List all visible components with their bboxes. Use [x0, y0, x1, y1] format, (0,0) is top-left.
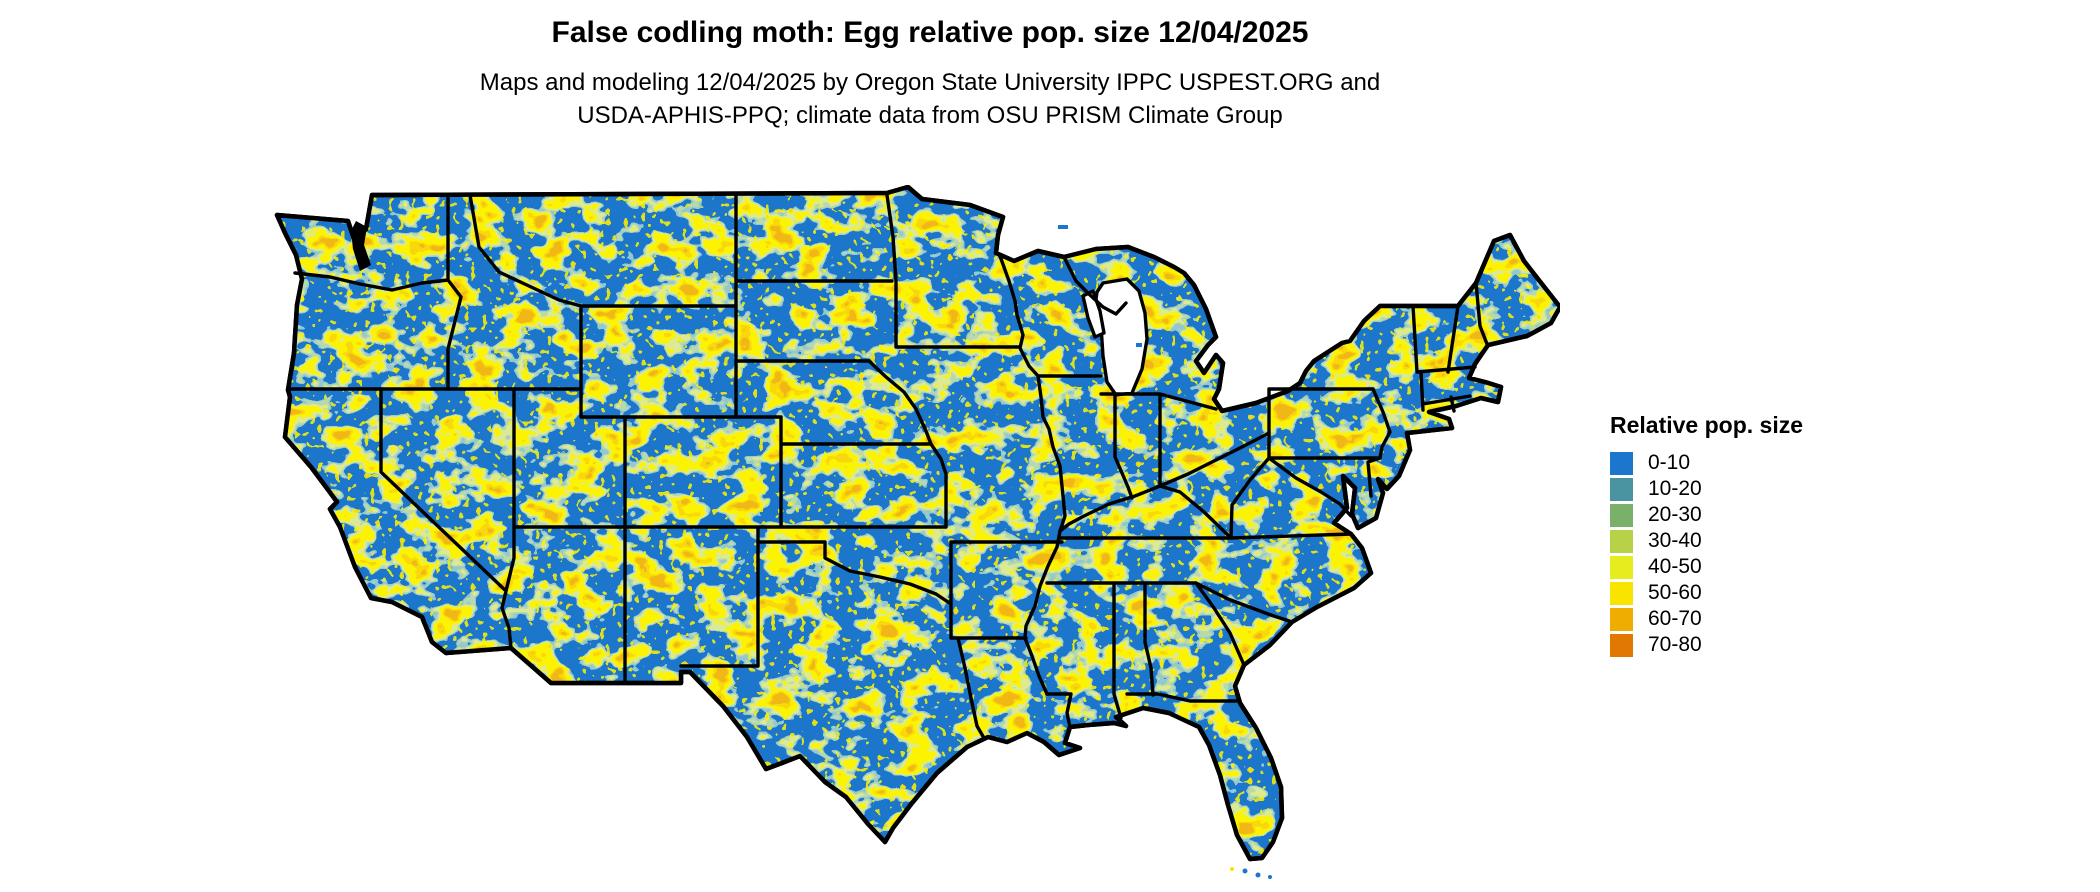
legend-label: 20-30 [1648, 503, 1702, 526]
legend-swatch-30-40 [1610, 529, 1633, 553]
map-header: False codling moth: Egg relative pop. si… [0, 14, 1860, 132]
subtitle-line-1: Maps and modeling 12/04/2025 by Oregon S… [479, 69, 1381, 96]
lake-islands [1058, 225, 1142, 347]
legend-row: 30-40 [1610, 528, 1803, 554]
green-bay [1081, 289, 1106, 339]
legend-swatch-10-20 [1610, 477, 1633, 501]
legend-swatch-60-70 [1610, 607, 1633, 631]
subtitle-line-2: USDA-APHIS-PPQ; climate data from OSU PR… [577, 102, 1283, 129]
legend-label: 30-40 [1648, 529, 1702, 552]
legend-swatch-0-10 [1610, 451, 1633, 475]
legend-label: 60-70 [1648, 607, 1702, 630]
legend-label: 0-10 [1648, 451, 1691, 474]
legend-swatch-40-50 [1610, 555, 1633, 579]
legend-row: 10-20 [1610, 476, 1803, 502]
legend-row: 0-10 [1610, 450, 1803, 476]
legend-label: 10-20 [1648, 477, 1702, 500]
legend-row: 60-70 [1610, 606, 1803, 632]
us-pest-raster-map [270, 185, 1560, 885]
legend-title: Relative pop. size [1610, 412, 1804, 438]
legend-row: 50-60 [1610, 580, 1803, 606]
us-map-svg [270, 185, 1560, 879]
florida-keys [1230, 867, 1272, 879]
population-raster-texture [277, 187, 1560, 859]
legend-swatch-50-60 [1610, 581, 1633, 605]
page-title: False codling moth: Egg relative pop. si… [551, 16, 1309, 49]
legend-row: 40-50 [1610, 554, 1803, 580]
legend-swatch-20-30 [1610, 503, 1633, 527]
puget-sound [351, 221, 371, 271]
legend-row: 70-80 [1610, 632, 1803, 658]
legend-label: 70-80 [1648, 633, 1702, 656]
legend-row: 20-30 [1610, 502, 1803, 528]
state-borders [286, 193, 1489, 740]
legend-label: 50-60 [1648, 581, 1702, 604]
legend-label: 40-50 [1648, 555, 1702, 578]
relative-pop-size-legend: Relative pop. size 0-10 10-20 20-30 30-4… [1610, 412, 1803, 658]
legend-swatch-70-80 [1610, 633, 1633, 657]
